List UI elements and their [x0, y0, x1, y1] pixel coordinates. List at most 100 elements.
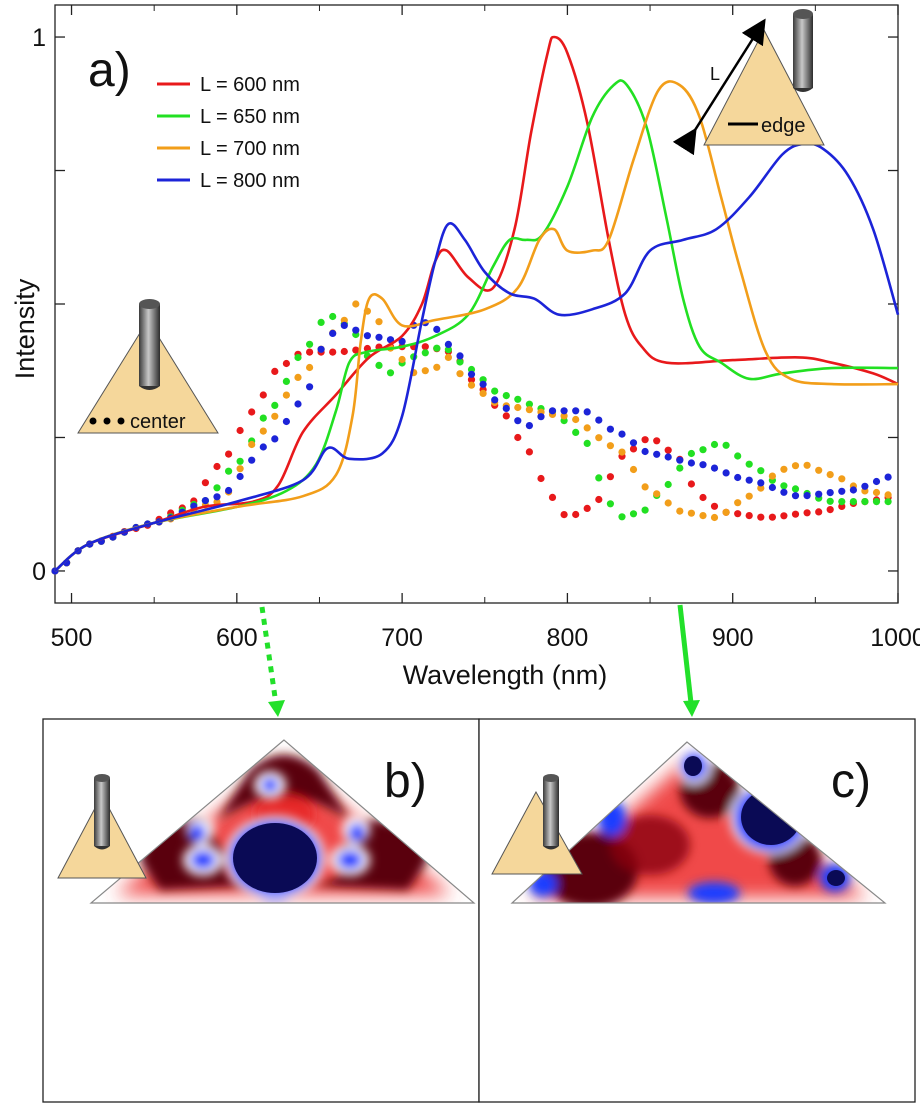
- panel-label-c: c): [831, 755, 871, 808]
- panel-c: c): [478, 718, 916, 1103]
- data-point: [572, 428, 580, 436]
- solid-series-line: [54, 35, 899, 573]
- inset-c-tip-end: [543, 846, 559, 850]
- data-point: [815, 466, 823, 474]
- x-tick-label: 900: [712, 624, 754, 652]
- data-point: [306, 340, 314, 348]
- data-point: [838, 475, 846, 483]
- inset-edge-label: edge: [761, 115, 806, 137]
- data-point: [548, 493, 557, 501]
- inset-center-label: center: [130, 411, 186, 433]
- solid-series-line: [54, 80, 899, 573]
- data-point: [236, 426, 244, 435]
- data-point: [780, 465, 788, 473]
- inset-center-dot: [89, 417, 97, 425]
- x-tick-label: 700: [381, 624, 423, 652]
- data-point: [271, 401, 279, 409]
- data-point: [271, 435, 279, 443]
- data-point: [398, 337, 406, 345]
- data-point: [826, 489, 834, 497]
- data-point: [676, 456, 684, 464]
- dotted-series: [51, 300, 892, 575]
- y-tick-label: 0: [32, 558, 46, 586]
- inset-center-dot: [117, 417, 125, 425]
- data-point: [479, 380, 487, 388]
- data-point: [444, 353, 452, 361]
- data-point: [537, 413, 545, 421]
- data-point: [595, 474, 603, 482]
- data-point: [849, 498, 858, 506]
- data-point: [629, 445, 638, 453]
- data-point: [502, 392, 510, 400]
- data-point: [791, 485, 800, 493]
- data-point: [826, 506, 834, 514]
- data-point: [641, 447, 649, 456]
- data-point: [768, 483, 777, 492]
- data-point: [467, 376, 476, 384]
- data-point: [537, 474, 545, 483]
- data-point: [306, 383, 314, 391]
- data-point: [340, 347, 348, 356]
- data-point: [815, 490, 823, 498]
- data-point: [225, 467, 233, 475]
- data-point: [248, 440, 256, 449]
- legend: L = 600 nm L = 650 nm L = 700 nm L = 800 nm: [157, 74, 300, 192]
- data-point: [710, 513, 719, 522]
- data-point: [757, 467, 765, 475]
- data-point: [641, 436, 649, 444]
- data-point: [386, 336, 395, 344]
- data-point: [201, 497, 209, 505]
- data-point: [815, 508, 823, 516]
- data-point: [444, 346, 452, 354]
- inset-center-tip-end: [139, 386, 160, 390]
- data-point: [745, 511, 753, 520]
- data-point: [803, 492, 811, 500]
- solid-arrow-to-c: [677, 604, 694, 704]
- data-point: [780, 512, 788, 520]
- data-point: [861, 498, 869, 506]
- data-point: [872, 498, 881, 506]
- panel-a: 500 600 700 800 900 1000 0 1 a) Wavelength (nm)…: [10, 4, 920, 690]
- data-point: [502, 404, 510, 412]
- inset-edge-length-label: L: [710, 64, 720, 84]
- data-point: [757, 479, 765, 487]
- data-point: [791, 510, 800, 518]
- data-point: [641, 506, 649, 514]
- solid-series-line: [54, 79, 899, 573]
- data-point: [838, 487, 846, 495]
- data-point: [525, 406, 534, 414]
- data-point: [421, 367, 429, 375]
- data-point: [317, 318, 325, 326]
- data-point: [583, 439, 591, 447]
- inset-edge-tip-end: [793, 88, 813, 92]
- inset-edge-tip: [793, 14, 813, 88]
- field-map-b: [115, 755, 452, 903]
- triangle-outline-b: [89, 739, 476, 904]
- data-point: [618, 448, 626, 456]
- data-point: [225, 450, 233, 458]
- data-point: [479, 389, 487, 397]
- data-point: [849, 486, 858, 494]
- data-point: [572, 407, 580, 415]
- data-point: [352, 326, 360, 334]
- data-point: [699, 461, 707, 469]
- inset-b-tip: [94, 778, 110, 846]
- data-point: [340, 321, 348, 329]
- data-point: [734, 452, 742, 460]
- data-point: [525, 422, 534, 430]
- data-point: [664, 446, 672, 454]
- data-point: [791, 462, 800, 470]
- x-tick-label: 600: [216, 624, 258, 652]
- data-point: [757, 513, 765, 521]
- data-point: [306, 363, 314, 372]
- data-point: [826, 471, 834, 479]
- data-point: [676, 507, 684, 515]
- data-point: [248, 456, 256, 464]
- x-tick-label: 500: [51, 624, 93, 652]
- data-point: [884, 491, 892, 499]
- data-point: [629, 439, 638, 447]
- data-point: [386, 369, 395, 377]
- data-point: [734, 473, 742, 482]
- data-point: [502, 412, 510, 420]
